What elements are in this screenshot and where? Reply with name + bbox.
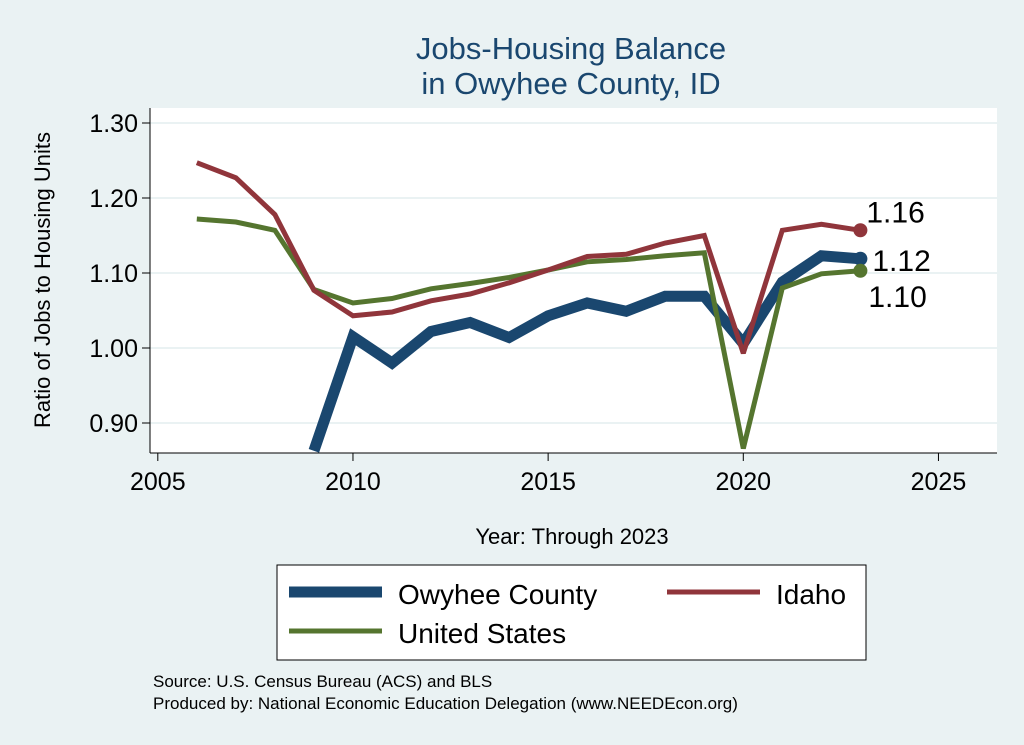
axes: 0.90 1.00 1.10 1.20 1.30 2005 2010 2015 2020 2025 (89, 108, 997, 496)
producer-note: Produced by: National Economic Education… (153, 694, 738, 713)
source-note: Source: U.S. Census Bureau (ACS) and BLS (153, 672, 492, 691)
legend: Owyhee County Idaho United States (276, 564, 867, 661)
legend-label-idaho: Idaho (776, 579, 846, 610)
x-tick-label: 2005 (130, 468, 186, 496)
x-tick-label: 2015 (520, 468, 576, 496)
x-tick-label: 2020 (715, 468, 771, 496)
series-line-idaho (195, 160, 861, 355)
end-marker-us (853, 263, 868, 278)
end-label-owyhee: 1.12 (872, 245, 930, 278)
series-line-owyhee (308, 250, 861, 453)
end-label-us: 1.10 (868, 281, 926, 314)
plot-area (150, 108, 997, 453)
x-tick-label: 2010 (325, 468, 381, 496)
y-tick-label: 1.20 (89, 185, 138, 213)
legend-box (276, 564, 867, 661)
end-marker-idaho (853, 223, 868, 238)
y-tick-label: 1.00 (89, 335, 138, 363)
end-marker-owyhee (853, 251, 868, 266)
end-label-idaho: 1.16 (866, 196, 924, 229)
legend-label-owyhee: Owyhee County (398, 579, 597, 610)
x-tick-label: 2025 (911, 468, 967, 496)
chart-title-line-2: in Owyhee County, ID (421, 66, 720, 101)
end-markers: 1.12 1.16 1.10 (853, 196, 931, 314)
y-tick-label: 1.30 (89, 110, 138, 138)
y-tick-label: 1.10 (89, 260, 138, 288)
y-axis-title: Ratio of Jobs to Housing Units (30, 132, 55, 428)
chart-title-line-1: Jobs-Housing Balance (416, 31, 726, 66)
y-tick-label: 0.90 (89, 410, 138, 438)
legend-label-us: United States (398, 618, 566, 649)
series-lines (195, 160, 861, 453)
x-axis-title: Year: Through 2023 (475, 524, 668, 549)
